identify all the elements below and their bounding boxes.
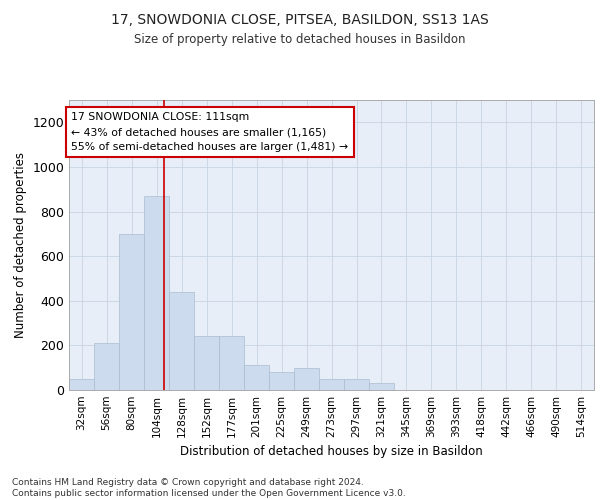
Bar: [244, 366, 269, 390]
Text: 17 SNOWDONIA CLOSE: 111sqm
← 43% of detached houses are smaller (1,165)
55% of s: 17 SNOWDONIA CLOSE: 111sqm ← 43% of deta…: [71, 112, 348, 152]
X-axis label: Distribution of detached houses by size in Basildon: Distribution of detached houses by size …: [180, 446, 483, 458]
Bar: [94, 343, 119, 390]
Bar: [219, 336, 244, 390]
Y-axis label: Number of detached properties: Number of detached properties: [14, 152, 27, 338]
Bar: [194, 336, 219, 390]
Bar: [119, 234, 144, 390]
Text: Size of property relative to detached houses in Basildon: Size of property relative to detached ho…: [134, 32, 466, 46]
Bar: [269, 372, 294, 390]
Bar: [319, 379, 344, 390]
Bar: [294, 368, 319, 390]
Text: Contains HM Land Registry data © Crown copyright and database right 2024.
Contai: Contains HM Land Registry data © Crown c…: [12, 478, 406, 498]
Bar: [69, 379, 94, 390]
Bar: [169, 292, 194, 390]
Text: 17, SNOWDONIA CLOSE, PITSEA, BASILDON, SS13 1AS: 17, SNOWDONIA CLOSE, PITSEA, BASILDON, S…: [111, 12, 489, 26]
Bar: [144, 196, 169, 390]
Bar: [344, 379, 369, 390]
Bar: [369, 384, 394, 390]
